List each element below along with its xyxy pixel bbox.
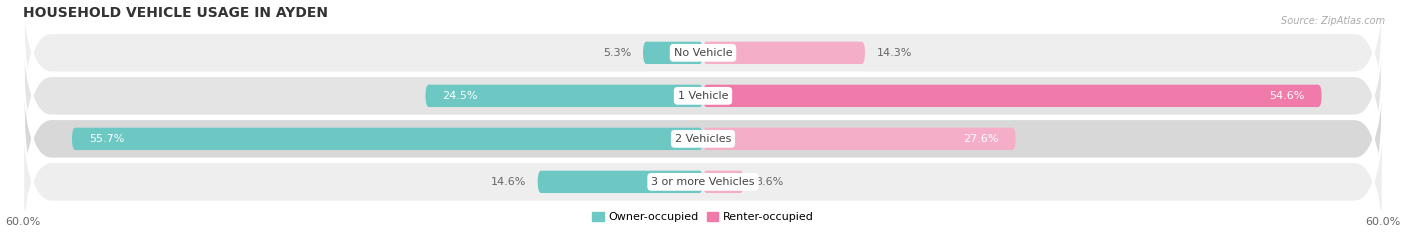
FancyBboxPatch shape — [703, 171, 744, 193]
Text: 55.7%: 55.7% — [89, 134, 124, 144]
FancyBboxPatch shape — [643, 42, 703, 64]
Text: 5.3%: 5.3% — [603, 48, 631, 58]
FancyBboxPatch shape — [22, 8, 1384, 184]
FancyBboxPatch shape — [22, 51, 1384, 226]
Text: 3.6%: 3.6% — [755, 177, 783, 187]
Text: 24.5%: 24.5% — [443, 91, 478, 101]
FancyBboxPatch shape — [537, 171, 703, 193]
Text: 54.6%: 54.6% — [1270, 91, 1305, 101]
Text: 27.6%: 27.6% — [963, 134, 998, 144]
FancyBboxPatch shape — [22, 94, 1384, 233]
Text: 1 Vehicle: 1 Vehicle — [678, 91, 728, 101]
FancyBboxPatch shape — [426, 85, 703, 107]
Text: 14.6%: 14.6% — [491, 177, 526, 187]
FancyBboxPatch shape — [22, 0, 1384, 140]
Text: 2 Vehicles: 2 Vehicles — [675, 134, 731, 144]
Text: Source: ZipAtlas.com: Source: ZipAtlas.com — [1281, 16, 1385, 26]
Text: 3 or more Vehicles: 3 or more Vehicles — [651, 177, 755, 187]
Text: HOUSEHOLD VEHICLE USAGE IN AYDEN: HOUSEHOLD VEHICLE USAGE IN AYDEN — [22, 6, 328, 20]
Legend: Owner-occupied, Renter-occupied: Owner-occupied, Renter-occupied — [588, 207, 818, 226]
FancyBboxPatch shape — [703, 128, 1015, 150]
FancyBboxPatch shape — [72, 128, 703, 150]
FancyBboxPatch shape — [703, 42, 865, 64]
Text: 14.3%: 14.3% — [876, 48, 911, 58]
Text: No Vehicle: No Vehicle — [673, 48, 733, 58]
FancyBboxPatch shape — [703, 85, 1322, 107]
